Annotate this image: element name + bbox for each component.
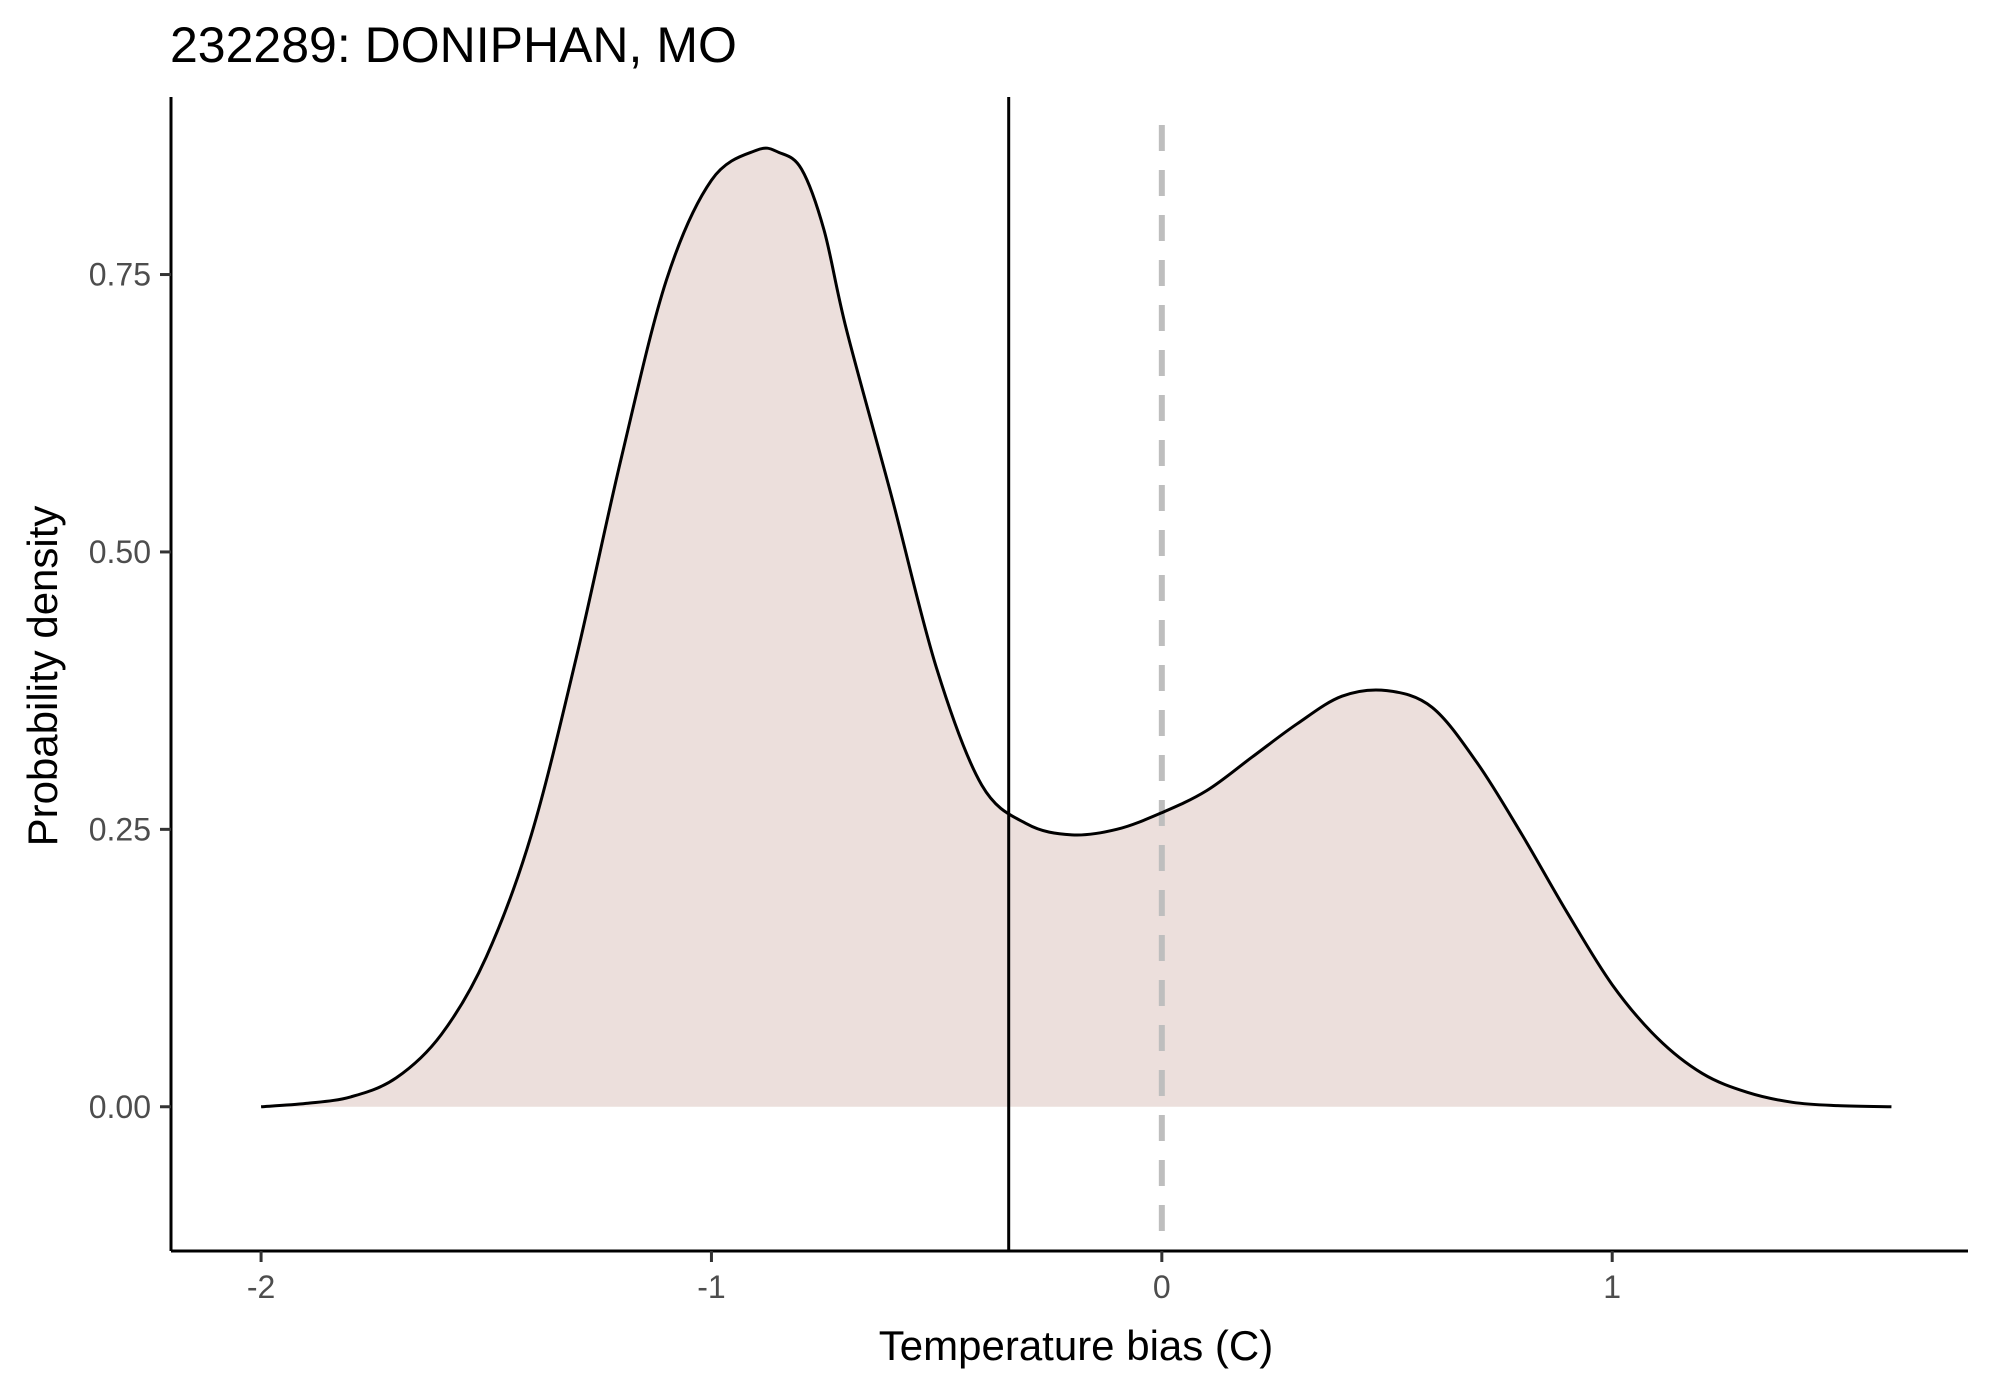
x-tick-label: 0 [1153, 1269, 1171, 1305]
y-axis-title: Probability density [19, 506, 66, 847]
x-axis-title: Temperature bias (C) [879, 1322, 1273, 1369]
y-tick-label: 0.50 [89, 534, 151, 570]
y-tick-label: 0.00 [89, 1089, 151, 1125]
x-tick-label: -2 [247, 1269, 275, 1305]
x-tick-label: -1 [697, 1269, 725, 1305]
y-tick-label: 0.25 [89, 811, 151, 847]
density-curve [260, 146, 1892, 1109]
density-area [261, 148, 1892, 1107]
plot-area: -2 -1 0 1 0.00 0.25 0.50 0.75 [89, 97, 1968, 1305]
y-tick-label: 0.75 [89, 257, 151, 293]
x-tick-label: 1 [1603, 1269, 1621, 1305]
chart-title: 232289: DONIPHAN, MO [170, 17, 737, 73]
